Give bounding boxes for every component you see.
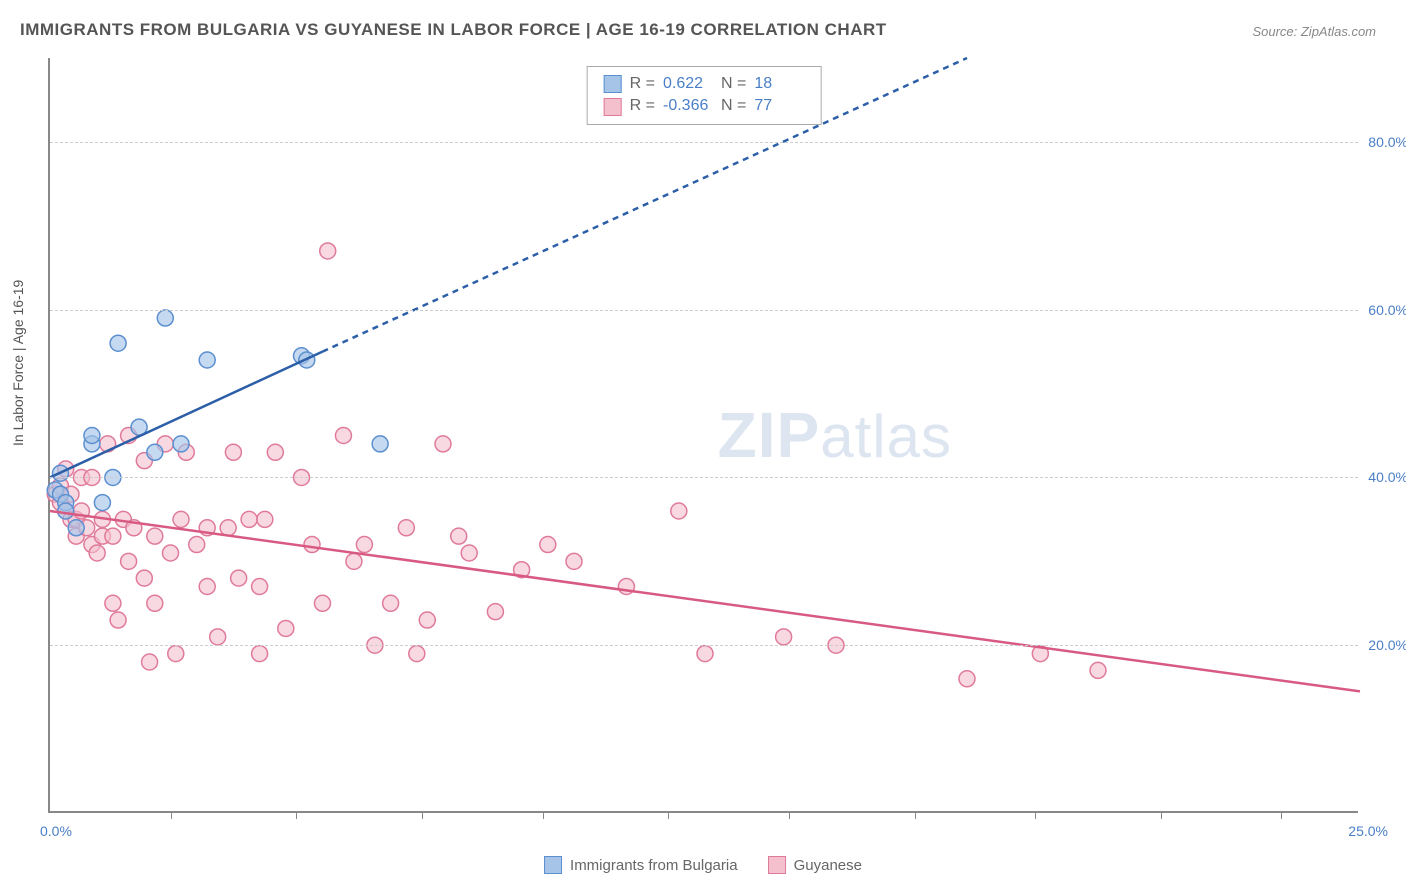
swatch-series1-icon [544,856,562,874]
n-value-series1: 18 [754,73,804,95]
x-axis-tick [1035,811,1036,819]
scatter-plot-svg [50,58,1358,811]
x-axis-tick [543,811,544,819]
legend-item-series2: Guyanese [768,856,862,874]
gridline-h [50,310,1358,311]
correlation-stats-box: R = 0.622 N = 18 R = -0.366 N = 77 [587,66,822,125]
x-axis-tick [171,811,172,819]
chart-container: IMMIGRANTS FROM BULGARIA VS GUYANESE IN … [0,0,1406,892]
swatch-series2-icon [604,98,622,116]
y-axis-label: In Labor Force | Age 16-19 [10,280,26,446]
plot-area: ZIPatlas R = 0.622 N = 18 R = -0.366 N =… [48,58,1358,813]
r-value-series2: -0.366 [663,95,713,117]
y-axis-tick-label: 60.0% [1368,302,1406,318]
y-axis-tick-label: 20.0% [1368,637,1406,653]
chart-title: IMMIGRANTS FROM BULGARIA VS GUYANESE IN … [20,20,887,40]
legend-item-series1: Immigrants from Bulgaria [544,856,738,874]
legend-label-series2: Guyanese [794,857,862,874]
legend-label-series1: Immigrants from Bulgaria [570,857,738,874]
bottom-legend: Immigrants from Bulgaria Guyanese [544,856,862,874]
n-value-series2: 77 [754,95,804,117]
x-axis-tick [1161,811,1162,819]
y-axis-tick-label: 80.0% [1368,134,1406,150]
x-axis-min-label: 0.0% [40,823,72,839]
r-value-series1: 0.622 [663,73,713,95]
gridline-h [50,645,1358,646]
x-axis-tick [296,811,297,819]
stats-row-series2: R = -0.366 N = 77 [604,95,805,117]
x-axis-tick [422,811,423,819]
n-label: N = [721,95,746,117]
swatch-series1-icon [604,75,622,93]
x-axis-tick [1281,811,1282,819]
gridline-h [50,477,1358,478]
source-label: Source: ZipAtlas.com [1252,24,1376,39]
r-label: R = [630,73,655,95]
r-label: R = [630,95,655,117]
stats-row-series1: R = 0.622 N = 18 [604,73,805,95]
gridline-h [50,142,1358,143]
x-axis-tick [789,811,790,819]
y-axis-tick-label: 40.0% [1368,469,1406,485]
n-label: N = [721,73,746,95]
x-axis-tick [668,811,669,819]
x-axis-max-label: 25.0% [1348,823,1388,839]
swatch-series2-icon [768,856,786,874]
x-axis-tick [915,811,916,819]
